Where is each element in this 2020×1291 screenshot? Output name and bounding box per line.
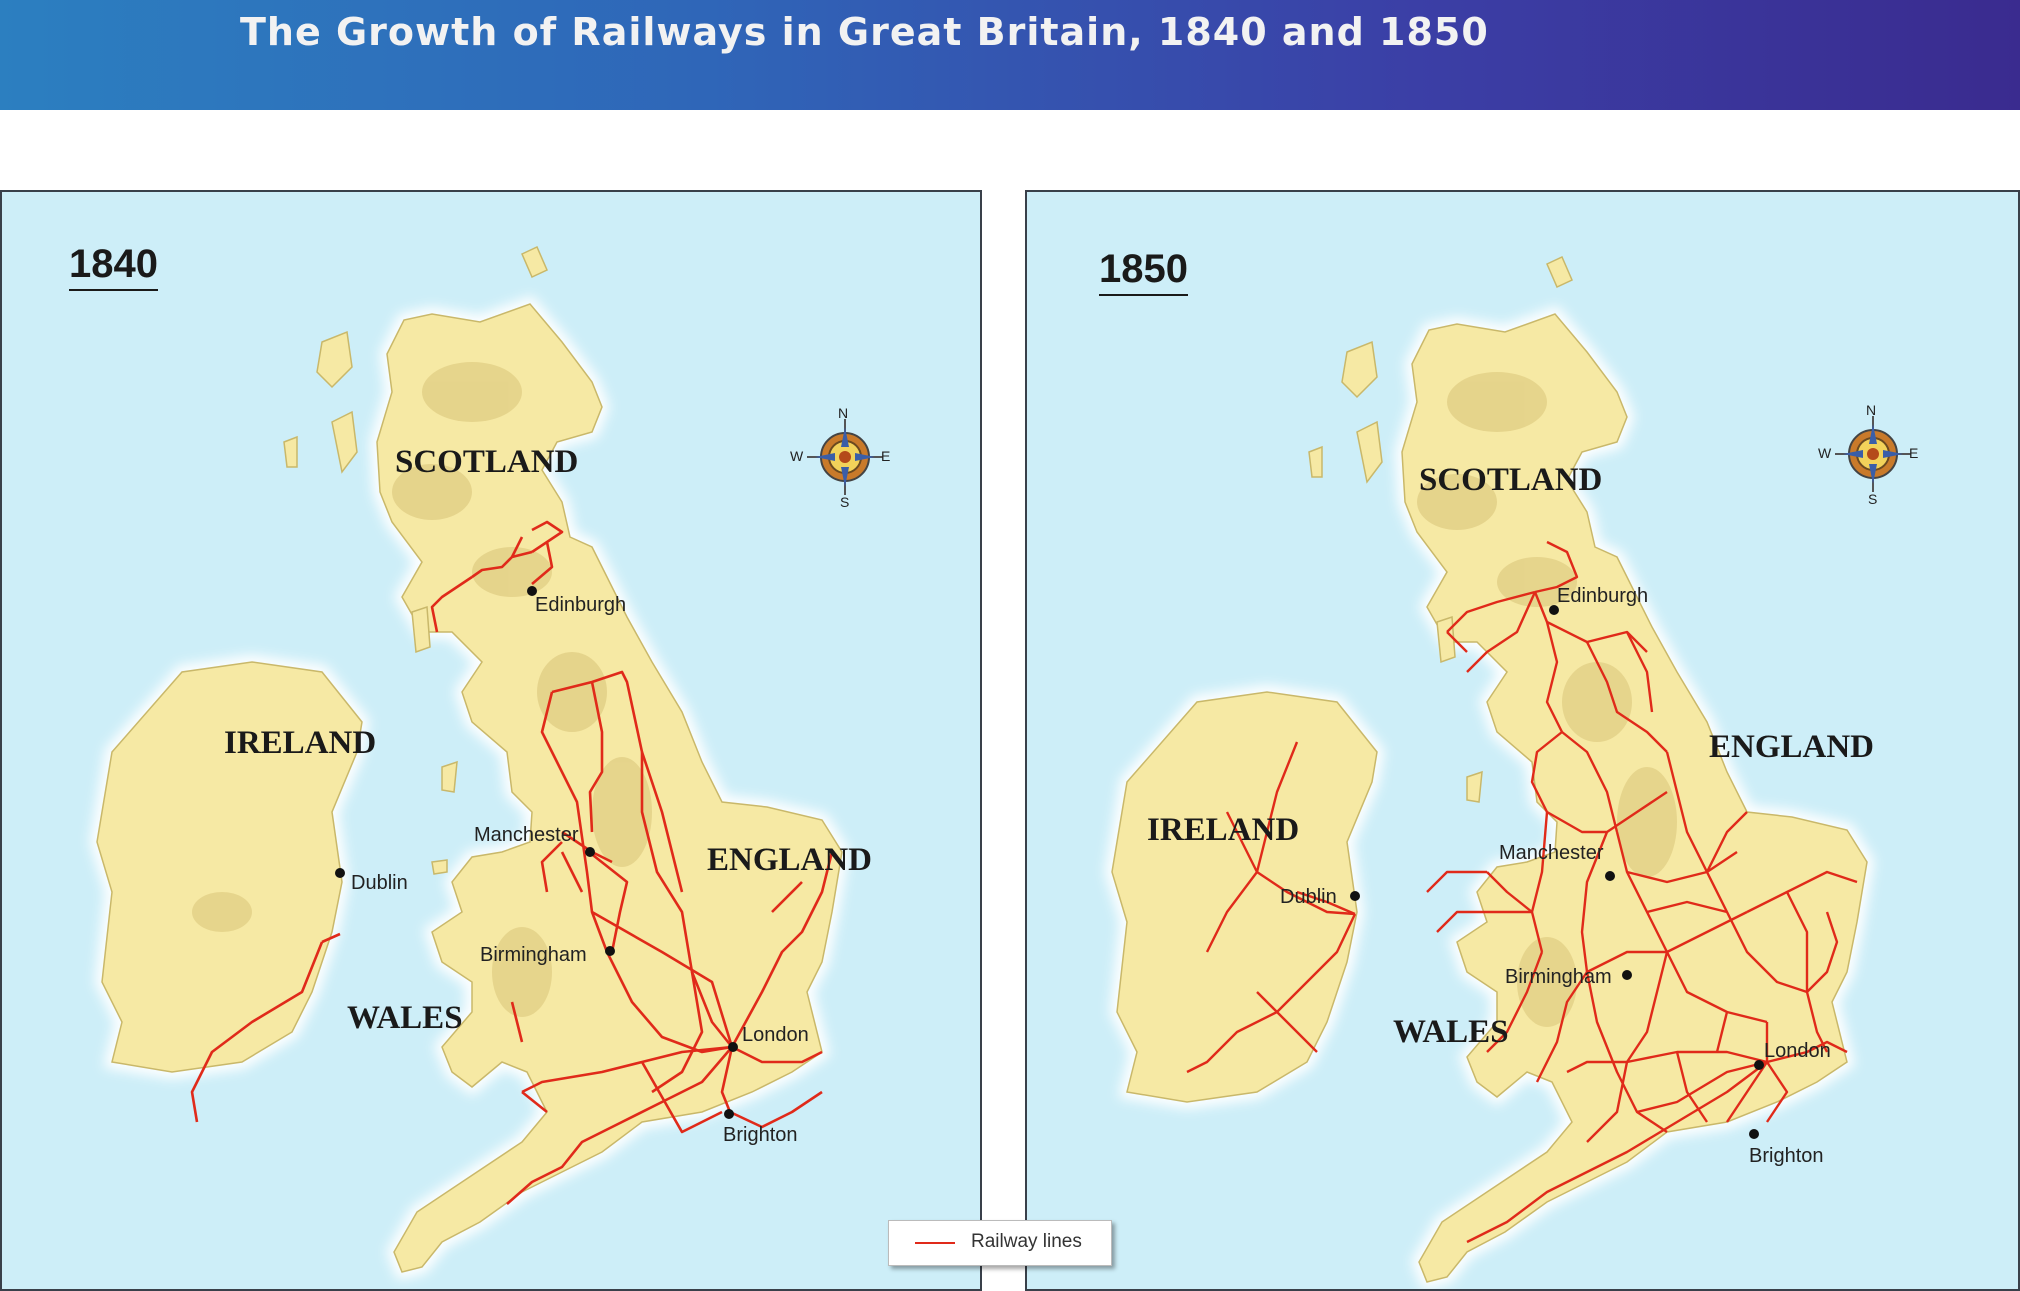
railway-line-swatch xyxy=(915,1242,955,1244)
page-title: The Growth of Railways in Great Britain,… xyxy=(240,10,1489,54)
city-label-london: London xyxy=(742,1024,809,1046)
city-marker-dublin xyxy=(1350,891,1360,901)
city-label-dublin: Dublin xyxy=(1280,886,1337,908)
city-label-manchester: Manchester xyxy=(1499,842,1604,864)
city-marker-birmingham xyxy=(605,946,615,956)
highlands-shading xyxy=(192,362,652,1017)
city-marker-london xyxy=(728,1042,738,1052)
city-label-edinburgh: Edinburgh xyxy=(535,594,627,616)
city-marker-edinburgh xyxy=(527,586,537,596)
country-label-scotland: SCOTLAND xyxy=(1419,462,1603,498)
city-marker-dublin xyxy=(335,868,345,878)
compass-e-label: E xyxy=(1909,445,1919,461)
legend-label: Railway lines xyxy=(971,1231,1082,1252)
city-label-brighton: Brighton xyxy=(1749,1145,1824,1167)
city-marker-birmingham xyxy=(1622,970,1632,980)
compass-s-label: S xyxy=(1868,491,1878,507)
compass-n-label: N xyxy=(838,405,849,421)
city-label-dublin: Dublin xyxy=(351,872,408,894)
country-label-wales: WALES xyxy=(1393,1014,1509,1050)
city-label-birmingham: Birmingham xyxy=(1505,966,1612,988)
country-label-ireland: IRELAND xyxy=(224,725,377,761)
railway-lines-1850 xyxy=(1186,540,1858,1244)
compass-rose xyxy=(807,419,883,495)
city-label-manchester: Manchester xyxy=(474,824,579,846)
compass-w-label: W xyxy=(1818,445,1832,461)
map-panel-1850: 1850 N S E W SCOTLAND IRELAND ENGLAND WA… xyxy=(1025,190,2020,1291)
map-1850-graphic xyxy=(1104,255,1911,1289)
city-marker-brighton xyxy=(724,1109,734,1119)
compass-n-label: N xyxy=(1866,402,1877,418)
map-panel-1840: 1840 N S E W SCOTLAND IRELAND ENGLAND WA… xyxy=(0,190,982,1291)
city-marker-manchester xyxy=(1605,871,1615,881)
country-label-england: ENGLAND xyxy=(1709,729,1875,765)
map-year-label: 1840 xyxy=(69,242,158,291)
map-legend: Railway lines xyxy=(888,1220,1112,1266)
city-label-edinburgh: Edinburgh xyxy=(1557,585,1649,607)
map-year-label: 1850 xyxy=(1099,247,1188,296)
city-marker-manchester xyxy=(585,847,595,857)
country-label-england: ENGLAND xyxy=(707,842,873,878)
country-label-scotland: SCOTLAND xyxy=(395,444,579,480)
city-marker-london xyxy=(1754,1060,1764,1070)
title-banner: The Growth of Railways in Great Britain,… xyxy=(0,0,2020,110)
map-1840-graphic xyxy=(89,245,883,1281)
compass-e-label: E xyxy=(881,448,891,464)
country-label-wales: WALES xyxy=(347,1000,463,1036)
city-marker-edinburgh xyxy=(1549,605,1559,615)
city-label-london: London xyxy=(1764,1040,1831,1062)
railway-lines-1840 xyxy=(190,520,834,1205)
city-marker-brighton xyxy=(1749,1129,1759,1139)
country-label-ireland: IRELAND xyxy=(1147,812,1300,848)
city-label-brighton: Brighton xyxy=(723,1124,798,1146)
compass-s-label: S xyxy=(840,494,850,510)
compass-w-label: W xyxy=(790,448,804,464)
city-label-birmingham: Birmingham xyxy=(480,944,587,966)
